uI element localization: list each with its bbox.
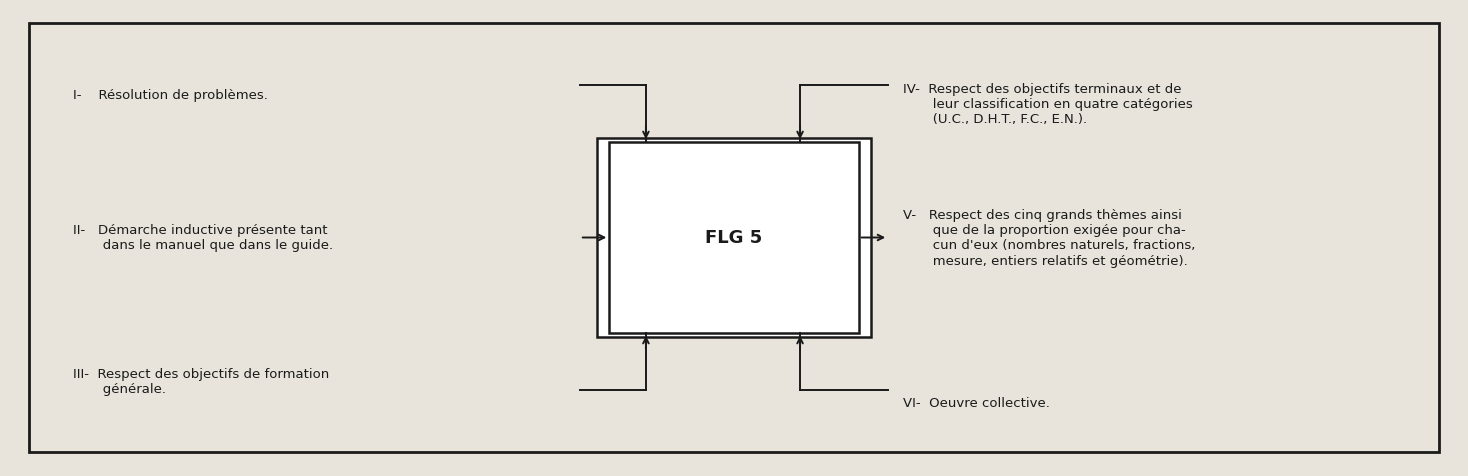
Text: III-  Respect des objectifs de formation
       générale.: III- Respect des objectifs de formation …	[73, 367, 330, 395]
Bar	[609, 143, 859, 333]
Text: II-   Démarche inductive présente tant
       dans le manuel que dans le guide.: II- Démarche inductive présente tant dan…	[73, 224, 333, 252]
Text: FLG 5: FLG 5	[706, 229, 762, 247]
Text: VI-  Oeuvre collective.: VI- Oeuvre collective.	[903, 396, 1050, 409]
Bar	[597, 139, 871, 337]
Text: IV-  Respect des objectifs terminaux et de
       leur classification en quatre : IV- Respect des objectifs terminaux et d…	[903, 83, 1192, 126]
Text: V-   Respect des cinq grands thèmes ainsi
       que de la proportion exigée pou: V- Respect des cinq grands thèmes ainsi …	[903, 209, 1195, 267]
Text: I-    Résolution de problèmes.: I- Résolution de problèmes.	[73, 89, 269, 102]
